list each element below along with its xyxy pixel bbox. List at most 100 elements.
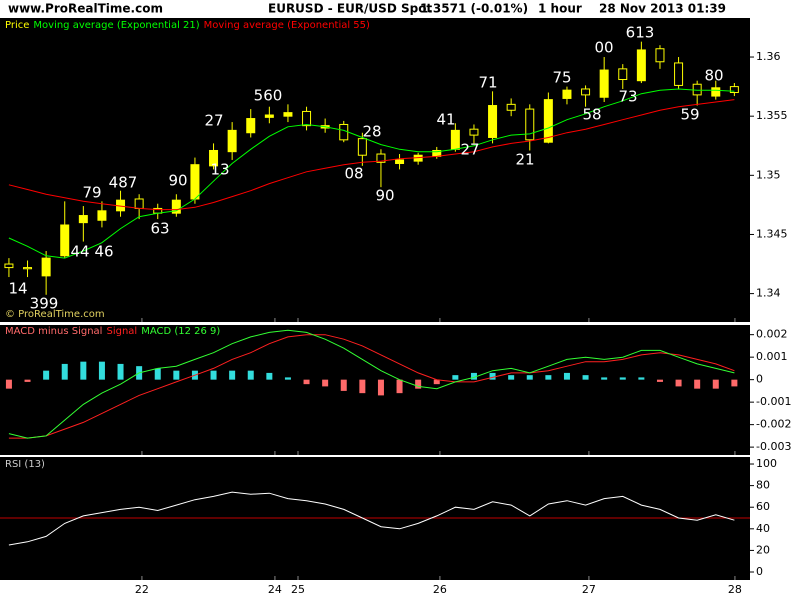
histogram-bar	[470, 372, 477, 380]
histogram-bar	[340, 379, 347, 391]
x-tick-label: 27	[582, 583, 596, 596]
histogram-bar	[359, 379, 366, 394]
y-tick-label: 1.355	[756, 109, 788, 122]
candle-body	[190, 164, 200, 200]
legend-entry: MACD minus Signal	[5, 326, 102, 337]
legend-entry: Moving average (Exponential 21)	[33, 20, 199, 31]
histogram-bar	[545, 375, 552, 380]
annotation: 90	[375, 187, 394, 205]
histogram-bar	[80, 361, 87, 380]
annotation: 58	[582, 106, 601, 124]
histogram-bar	[526, 375, 533, 380]
candle-body	[209, 149, 219, 167]
candle-body	[674, 62, 684, 86]
candle-body	[60, 224, 70, 257]
annotation: 14	[8, 280, 27, 298]
annotation: 21	[515, 151, 534, 169]
moving-average	[8, 99, 735, 211]
candle-body	[618, 68, 628, 81]
annotation: 613	[626, 24, 655, 42]
histogram-bar	[61, 363, 68, 380]
histogram-bar	[452, 375, 459, 380]
histogram-bar	[5, 379, 12, 389]
candle-body	[729, 86, 739, 94]
histogram-bar	[303, 379, 310, 385]
histogram-bar	[266, 372, 273, 380]
annotation: 71	[478, 74, 497, 92]
y-tick-label: 0.001	[756, 350, 788, 363]
macd-line	[8, 329, 735, 439]
candle-body	[711, 87, 721, 97]
candle-body	[41, 257, 51, 277]
annotation: 13	[210, 161, 229, 179]
candle-body	[599, 69, 609, 98]
legend-entry: RSI (13)	[5, 459, 45, 470]
x-tick-label: 26	[433, 583, 447, 596]
annotation: 44	[70, 243, 89, 261]
annotation: 399	[30, 295, 59, 313]
y-tick-label: -0.002	[756, 418, 791, 431]
x-tick-label: 22	[135, 583, 149, 596]
candle-body	[525, 108, 535, 141]
histogram-bar	[98, 361, 105, 380]
legend-entry: Price	[5, 20, 29, 31]
candle-body	[23, 267, 33, 270]
x-tick-label: 24	[268, 583, 282, 596]
y-tick-label: 80	[756, 479, 770, 492]
annotation: 487	[109, 174, 138, 192]
candle-body	[97, 210, 107, 221]
annotation: 79	[82, 184, 101, 202]
y-tick-label: 60	[756, 500, 770, 513]
candle-body	[302, 110, 312, 127]
macd-panel	[0, 325, 750, 455]
x-tick-label: 25	[291, 583, 305, 596]
rsi-panel	[0, 457, 750, 580]
histogram-bar	[173, 370, 180, 380]
histogram-bar	[619, 377, 626, 380]
candle-body	[339, 123, 349, 141]
histogram-bar	[322, 379, 329, 387]
y-tick-label: 0	[756, 565, 763, 578]
candle-body	[450, 129, 460, 150]
legend-entry: Signal	[106, 326, 137, 337]
histogram-bar	[396, 379, 403, 394]
candle-body	[581, 88, 591, 96]
rsi-line	[8, 491, 735, 546]
site: www.ProRealTime.com	[8, 2, 163, 16]
candle-body	[395, 159, 405, 164]
histogram-bar	[582, 375, 589, 380]
histogram-bar	[675, 379, 682, 387]
histogram-bar	[508, 375, 515, 380]
candle-body	[376, 153, 386, 163]
histogram-bar	[154, 368, 161, 380]
instrument: EURUSD - EUR/USD Spot	[268, 2, 432, 16]
candle-body	[171, 199, 181, 214]
candle-body	[636, 49, 646, 82]
y-tick-label: 1.345	[756, 227, 788, 240]
y-tick-label: 40	[756, 522, 770, 535]
datetime: 28 Nov 2013 01:39	[599, 2, 726, 16]
candle-body	[655, 48, 665, 63]
y-tick-label: 100	[756, 457, 777, 470]
y-tick-label: 0.002	[756, 328, 788, 341]
macd-line	[8, 334, 735, 439]
histogram-bar	[694, 379, 701, 389]
candle-body	[357, 138, 367, 156]
histogram-bar	[24, 379, 31, 382]
annotation: 73	[618, 88, 637, 106]
quote: 1.3571 (-0.01%)	[420, 2, 528, 16]
x-tick-label: 28	[728, 583, 742, 596]
y-tick-label: 1.34	[756, 287, 781, 300]
moving-average	[8, 88, 735, 259]
candle-body	[264, 114, 274, 118]
candle-body	[283, 112, 293, 117]
histogram-bar	[656, 379, 663, 382]
histogram-bar	[210, 370, 217, 380]
candle-body	[488, 105, 498, 138]
y-tick-label: 0	[756, 373, 763, 386]
y-tick-label: -0.001	[756, 395, 791, 408]
annotation: 75	[552, 69, 571, 87]
histogram-bar	[117, 363, 124, 380]
y-tick-label: 1.36	[756, 50, 781, 63]
